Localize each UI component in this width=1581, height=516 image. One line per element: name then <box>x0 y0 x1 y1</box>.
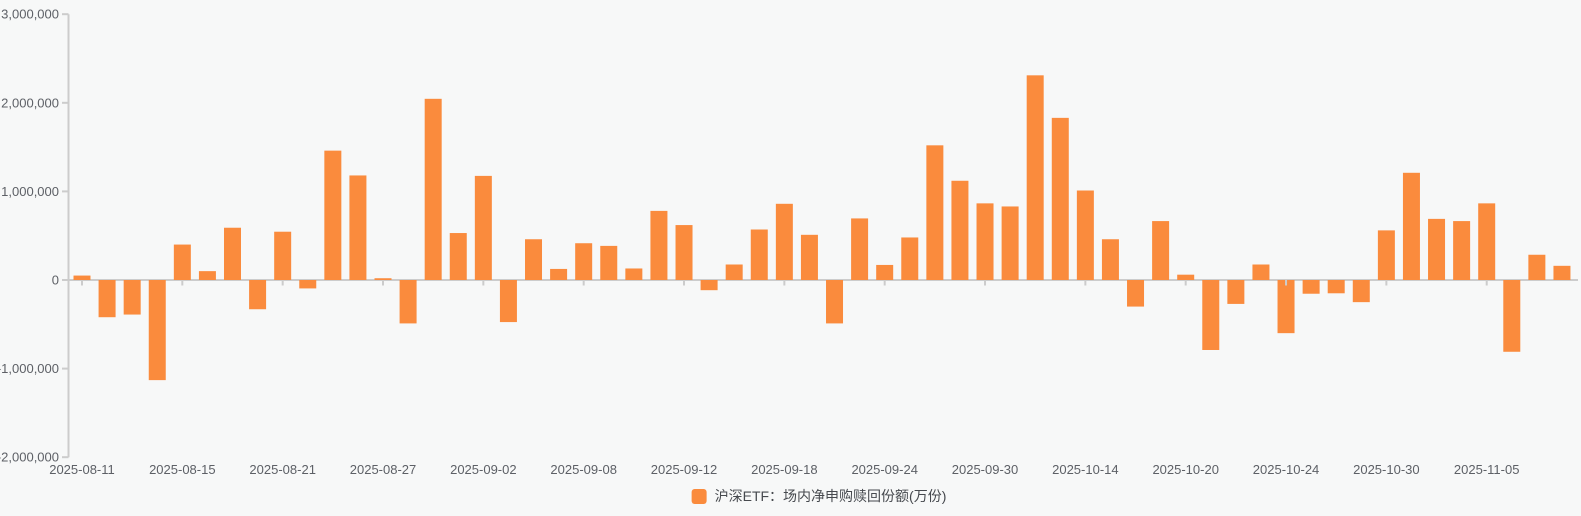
bar-2025-10-15[interactable] <box>1101 239 1119 280</box>
bar-2025-10-22[interactable] <box>1227 280 1245 304</box>
bar-2025-11-07[interactable] <box>1528 254 1546 280</box>
bar-2025-11-10[interactable] <box>1553 265 1571 280</box>
bar-2025-09-24[interactable] <box>876 264 894 280</box>
bar-2025-10-14[interactable] <box>1076 190 1094 280</box>
bar-2025-09-15[interactable] <box>700 280 718 291</box>
y-axis-label: 3,000,000 <box>1 7 59 22</box>
x-axis-label: 2025-09-30 <box>952 462 1019 477</box>
bar-2025-09-25[interactable] <box>901 237 919 280</box>
x-axis-label: 2025-08-27 <box>350 462 417 477</box>
bar-2025-09-29[interactable] <box>951 180 969 280</box>
legend-item[interactable]: 沪深ETF：场内净申购赎回份额(万份) <box>691 487 947 505</box>
y-axis-label: -2,000,000 <box>0 450 59 465</box>
x-axis-label: 2025-09-18 <box>751 462 818 477</box>
bar-2025-09-11[interactable] <box>650 210 668 280</box>
x-axis-label: 2025-09-02 <box>450 462 517 477</box>
bar-2025-08-29[interactable] <box>424 98 442 280</box>
x-axis-label: 2025-08-21 <box>249 462 316 477</box>
y-axis-label: -1,000,000 <box>0 361 59 376</box>
bar-2025-09-19[interactable] <box>800 234 818 280</box>
bar-2025-08-26[interactable] <box>349 175 367 280</box>
bar-2025-10-27[interactable] <box>1302 280 1320 294</box>
bar-2025-09-17[interactable] <box>750 229 768 281</box>
x-axis-label: 2025-10-14 <box>1052 462 1119 477</box>
bar-2025-09-30[interactable] <box>976 203 994 280</box>
bar-2025-08-14[interactable] <box>148 280 166 381</box>
bar-2025-10-29[interactable] <box>1352 280 1370 303</box>
x-axis-label: 2025-08-15 <box>149 462 216 477</box>
bar-2025-08-28[interactable] <box>399 280 417 324</box>
bar-2025-08-20[interactable] <box>249 280 267 310</box>
x-axis-label: 2025-10-24 <box>1253 462 1320 477</box>
bar-2025-10-30[interactable] <box>1377 230 1395 280</box>
bar-2025-09-05[interactable] <box>550 268 568 280</box>
bar-2025-09-10[interactable] <box>625 268 643 280</box>
bar-2025-08-25[interactable] <box>324 150 342 280</box>
bar-2025-08-18[interactable] <box>198 271 216 280</box>
bar-2025-09-22[interactable] <box>826 280 844 324</box>
bar-2025-11-03[interactable] <box>1428 218 1446 280</box>
x-axis-label: 2025-09-08 <box>550 462 617 477</box>
bar-2025-09-23[interactable] <box>851 218 869 280</box>
bar-2025-09-09[interactable] <box>600 245 618 280</box>
bar-2025-08-12[interactable] <box>98 280 116 318</box>
bar-2025-09-26[interactable] <box>926 145 944 280</box>
bar-2025-10-31[interactable] <box>1402 172 1420 280</box>
bar-2025-09-02[interactable] <box>474 175 492 280</box>
bar-2025-11-04[interactable] <box>1453 221 1471 280</box>
bar-2025-09-16[interactable] <box>725 264 743 281</box>
bar-2025-08-22[interactable] <box>299 280 317 289</box>
bar-2025-08-15[interactable] <box>173 244 191 280</box>
x-axis-label: 2025-08-11 <box>49 462 115 477</box>
bar-2025-10-20[interactable] <box>1177 274 1195 280</box>
x-axis-label: 2025-10-30 <box>1353 462 1420 477</box>
x-axis-label: 2025-11-05 <box>1454 462 1520 477</box>
y-axis-label: 1,000,000 <box>1 184 59 199</box>
bar-2025-09-08[interactable] <box>575 243 593 280</box>
legend-label: 沪深ETF：场内净申购赎回份额(万份) <box>714 488 947 504</box>
bar-2025-10-10[interactable] <box>1026 75 1044 280</box>
bar-2025-10-23[interactable] <box>1252 264 1270 281</box>
bar-2025-10-24[interactable] <box>1277 280 1295 334</box>
bar-2025-08-13[interactable] <box>123 280 141 315</box>
x-axis-label: 2025-10-20 <box>1152 462 1219 477</box>
x-axis-label: 2025-09-12 <box>651 462 718 477</box>
bar-2025-08-11[interactable] <box>73 275 91 280</box>
bar-2025-09-04[interactable] <box>525 239 543 280</box>
bar-2025-09-01[interactable] <box>449 233 467 280</box>
bar-2025-08-27[interactable] <box>374 278 392 280</box>
bar-2025-10-28[interactable] <box>1327 280 1345 294</box>
bar-2025-09-12[interactable] <box>675 225 693 280</box>
bar-2025-11-05[interactable] <box>1478 203 1496 280</box>
x-axis-label: 2025-09-24 <box>851 462 918 477</box>
bar-2025-10-21[interactable] <box>1202 280 1220 350</box>
bar-2025-08-19[interactable] <box>224 227 241 280</box>
bar-2025-10-16[interactable] <box>1127 280 1145 307</box>
legend-marker-swatch <box>691 488 707 504</box>
bar-2025-11-06[interactable] <box>1503 280 1521 352</box>
bar-2025-09-18[interactable] <box>775 203 793 280</box>
bar-2025-10-09[interactable] <box>1001 206 1019 280</box>
bar-2025-08-21[interactable] <box>274 231 292 280</box>
y-axis-label: 2,000,000 <box>1 95 59 110</box>
y-axis-label: 0 <box>52 273 59 288</box>
bar-2025-09-03[interactable] <box>499 280 517 323</box>
bar-2025-10-13[interactable] <box>1051 117 1069 280</box>
bar-2025-10-17[interactable] <box>1152 221 1170 280</box>
